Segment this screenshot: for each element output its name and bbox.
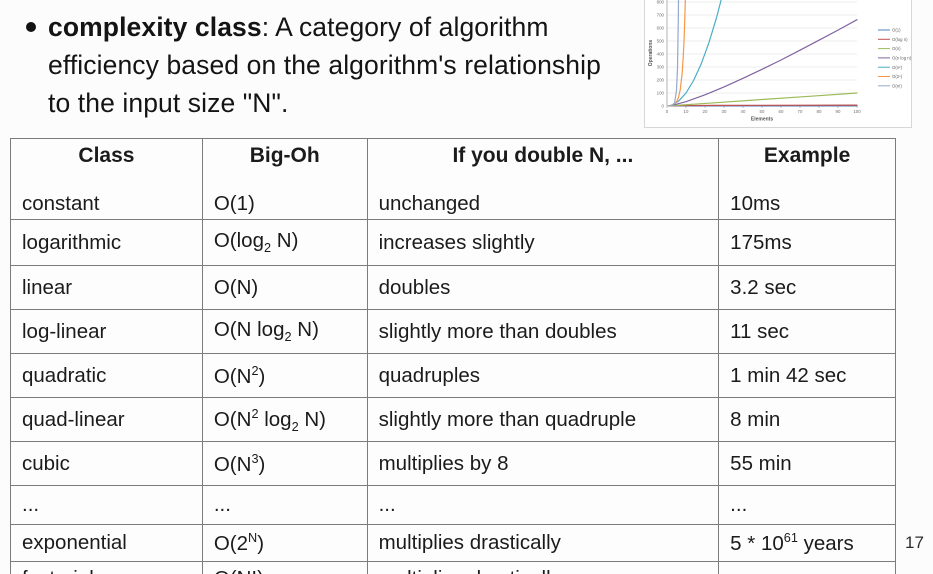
- svg-text:O(log n): O(log n): [892, 37, 908, 42]
- table-row: linear O(N) doubles 3.2 sec: [10, 265, 896, 310]
- cell-bigoh: O(N): [201, 265, 368, 310]
- cell-bigoh: O(N2 log2 N): [201, 397, 368, 442]
- svg-text:70: 70: [798, 109, 803, 114]
- cell-bigoh: O(2N): [201, 524, 368, 562]
- svg-text:50: 50: [760, 109, 765, 114]
- cell-double: ...: [366, 485, 720, 525]
- cell-example: 55 min: [718, 441, 896, 486]
- svg-text:Elements: Elements: [751, 117, 773, 123]
- cell-example: 8 min: [718, 397, 896, 442]
- cell-example: 3.2 sec: [718, 265, 896, 310]
- cell-double: slightly more than doubles: [366, 309, 720, 354]
- cell-double: increases slightly: [366, 219, 720, 266]
- svg-text:400: 400: [657, 52, 665, 57]
- cell-bigoh: O(N3): [201, 441, 368, 486]
- cell-class: logarithmic: [10, 219, 203, 266]
- cell-example: [718, 561, 896, 574]
- complexity-chart-svg: 0 100 200 300 400 500 600 700 800 0 10 20 30 40 50 60 70…: [648, 0, 911, 123]
- svg-text:O(n): O(n): [892, 46, 901, 51]
- cell-double: slightly more than quadruple: [366, 397, 720, 442]
- page-number: 17: [905, 533, 924, 552]
- table-row: quad-linear O(N2 log2 N) slightly more t…: [10, 397, 896, 442]
- svg-text:800: 800: [657, 0, 665, 5]
- svg-text:60: 60: [779, 109, 784, 114]
- table-row: exponential O(2N) multiplies drastically…: [10, 524, 896, 562]
- cell-class: quad-linear: [10, 397, 203, 442]
- cell-double: multiplies drastically: [366, 561, 720, 574]
- complexity-table: Class constant Big-Oh O(1) If you double…: [10, 138, 896, 574]
- cell-bigoh: O(N2): [201, 353, 368, 398]
- cell-example: 11 sec: [718, 309, 896, 354]
- svg-text:40: 40: [741, 109, 746, 114]
- table-row: logarithmic O(log2 N) increases slightly…: [10, 219, 896, 266]
- cell-example: ...: [718, 485, 896, 525]
- svg-text:O(n²): O(n²): [892, 65, 903, 70]
- definition-text: complexity class: A category of algorith…: [48, 8, 626, 122]
- svg-text:100: 100: [853, 109, 861, 114]
- column-header-class: Class: [78, 144, 135, 167]
- definition-term: complexity class: [48, 12, 262, 42]
- svg-text:10: 10: [684, 109, 689, 114]
- cell-bigoh: O(N!): [201, 561, 368, 574]
- cell-double: doubles: [366, 265, 720, 310]
- svg-text:O(n!): O(n!): [892, 83, 902, 88]
- svg-text:80: 80: [817, 109, 822, 114]
- table-header-and-constant-row: Class constant Big-Oh O(1) If you double…: [10, 138, 896, 220]
- cell-bigoh: O(log2 N): [201, 219, 368, 266]
- svg-text:700: 700: [657, 13, 665, 18]
- table-row: cubic O(N3) multiplies by 8 55 min: [10, 441, 896, 486]
- cell-class: constant: [22, 192, 100, 215]
- table-row: log-linear O(N log2 N) slightly more tha…: [10, 309, 896, 354]
- cell-class: ...: [10, 485, 203, 525]
- table-row-cutoff: factorial O(N!) multiplies drastically: [10, 561, 896, 574]
- cell-example: 5 * 1061 years: [718, 524, 896, 562]
- cell-bigoh: O(N log2 N): [201, 309, 368, 354]
- column-header-bigoh: Big-Oh: [249, 144, 320, 167]
- svg-text:0: 0: [666, 109, 669, 114]
- cell-double: unchanged: [378, 192, 481, 215]
- cell-example: 10ms: [730, 192, 781, 215]
- svg-text:500: 500: [657, 39, 665, 44]
- cell-double: quadruples: [366, 353, 720, 398]
- cell-double: multiplies drastically: [366, 524, 720, 562]
- column-header-double: If you double N, ...: [452, 144, 634, 167]
- bullet-icon: [26, 22, 36, 32]
- cell-bigoh: ...: [201, 485, 368, 525]
- cell-class: factorial: [10, 561, 203, 574]
- cell-double: multiplies by 8: [366, 441, 720, 486]
- column-header-example: Example: [763, 144, 851, 167]
- svg-text:Operations: Operations: [648, 40, 654, 67]
- svg-text:O(2ⁿ): O(2ⁿ): [892, 74, 903, 79]
- svg-text:600: 600: [657, 26, 665, 31]
- cell-class: cubic: [10, 441, 203, 486]
- svg-text:90: 90: [836, 109, 841, 114]
- svg-text:0: 0: [662, 104, 665, 109]
- complexity-growth-chart: 0 100 200 300 400 500 600 700 800 0 10 20 30 40 50 60 70…: [644, 0, 912, 128]
- svg-text:30: 30: [722, 109, 727, 114]
- definition-bullet: complexity class: A category of algorith…: [26, 8, 626, 122]
- cell-example: 175ms: [718, 219, 896, 266]
- cell-class: exponential: [10, 524, 203, 562]
- svg-text:200: 200: [657, 78, 665, 83]
- definition-rest: : A category of algorithm efficiency bas…: [48, 12, 601, 119]
- svg-text:O(1): O(1): [892, 28, 901, 33]
- cell-example: 1 min 42 sec: [718, 353, 896, 398]
- svg-text:100: 100: [657, 91, 665, 96]
- svg-text:20: 20: [703, 109, 708, 114]
- cell-bigoh: O(1): [213, 192, 255, 215]
- table-row: quadratic O(N2) quadruples 1 min 42 sec: [10, 353, 896, 398]
- svg-text:O(n log n): O(n log n): [892, 56, 911, 61]
- cell-class: linear: [10, 265, 203, 310]
- cell-class: log-linear: [10, 309, 203, 354]
- svg-text:300: 300: [657, 65, 665, 70]
- cell-class: quadratic: [10, 353, 203, 398]
- table-row: ... ... ... ...: [10, 485, 896, 525]
